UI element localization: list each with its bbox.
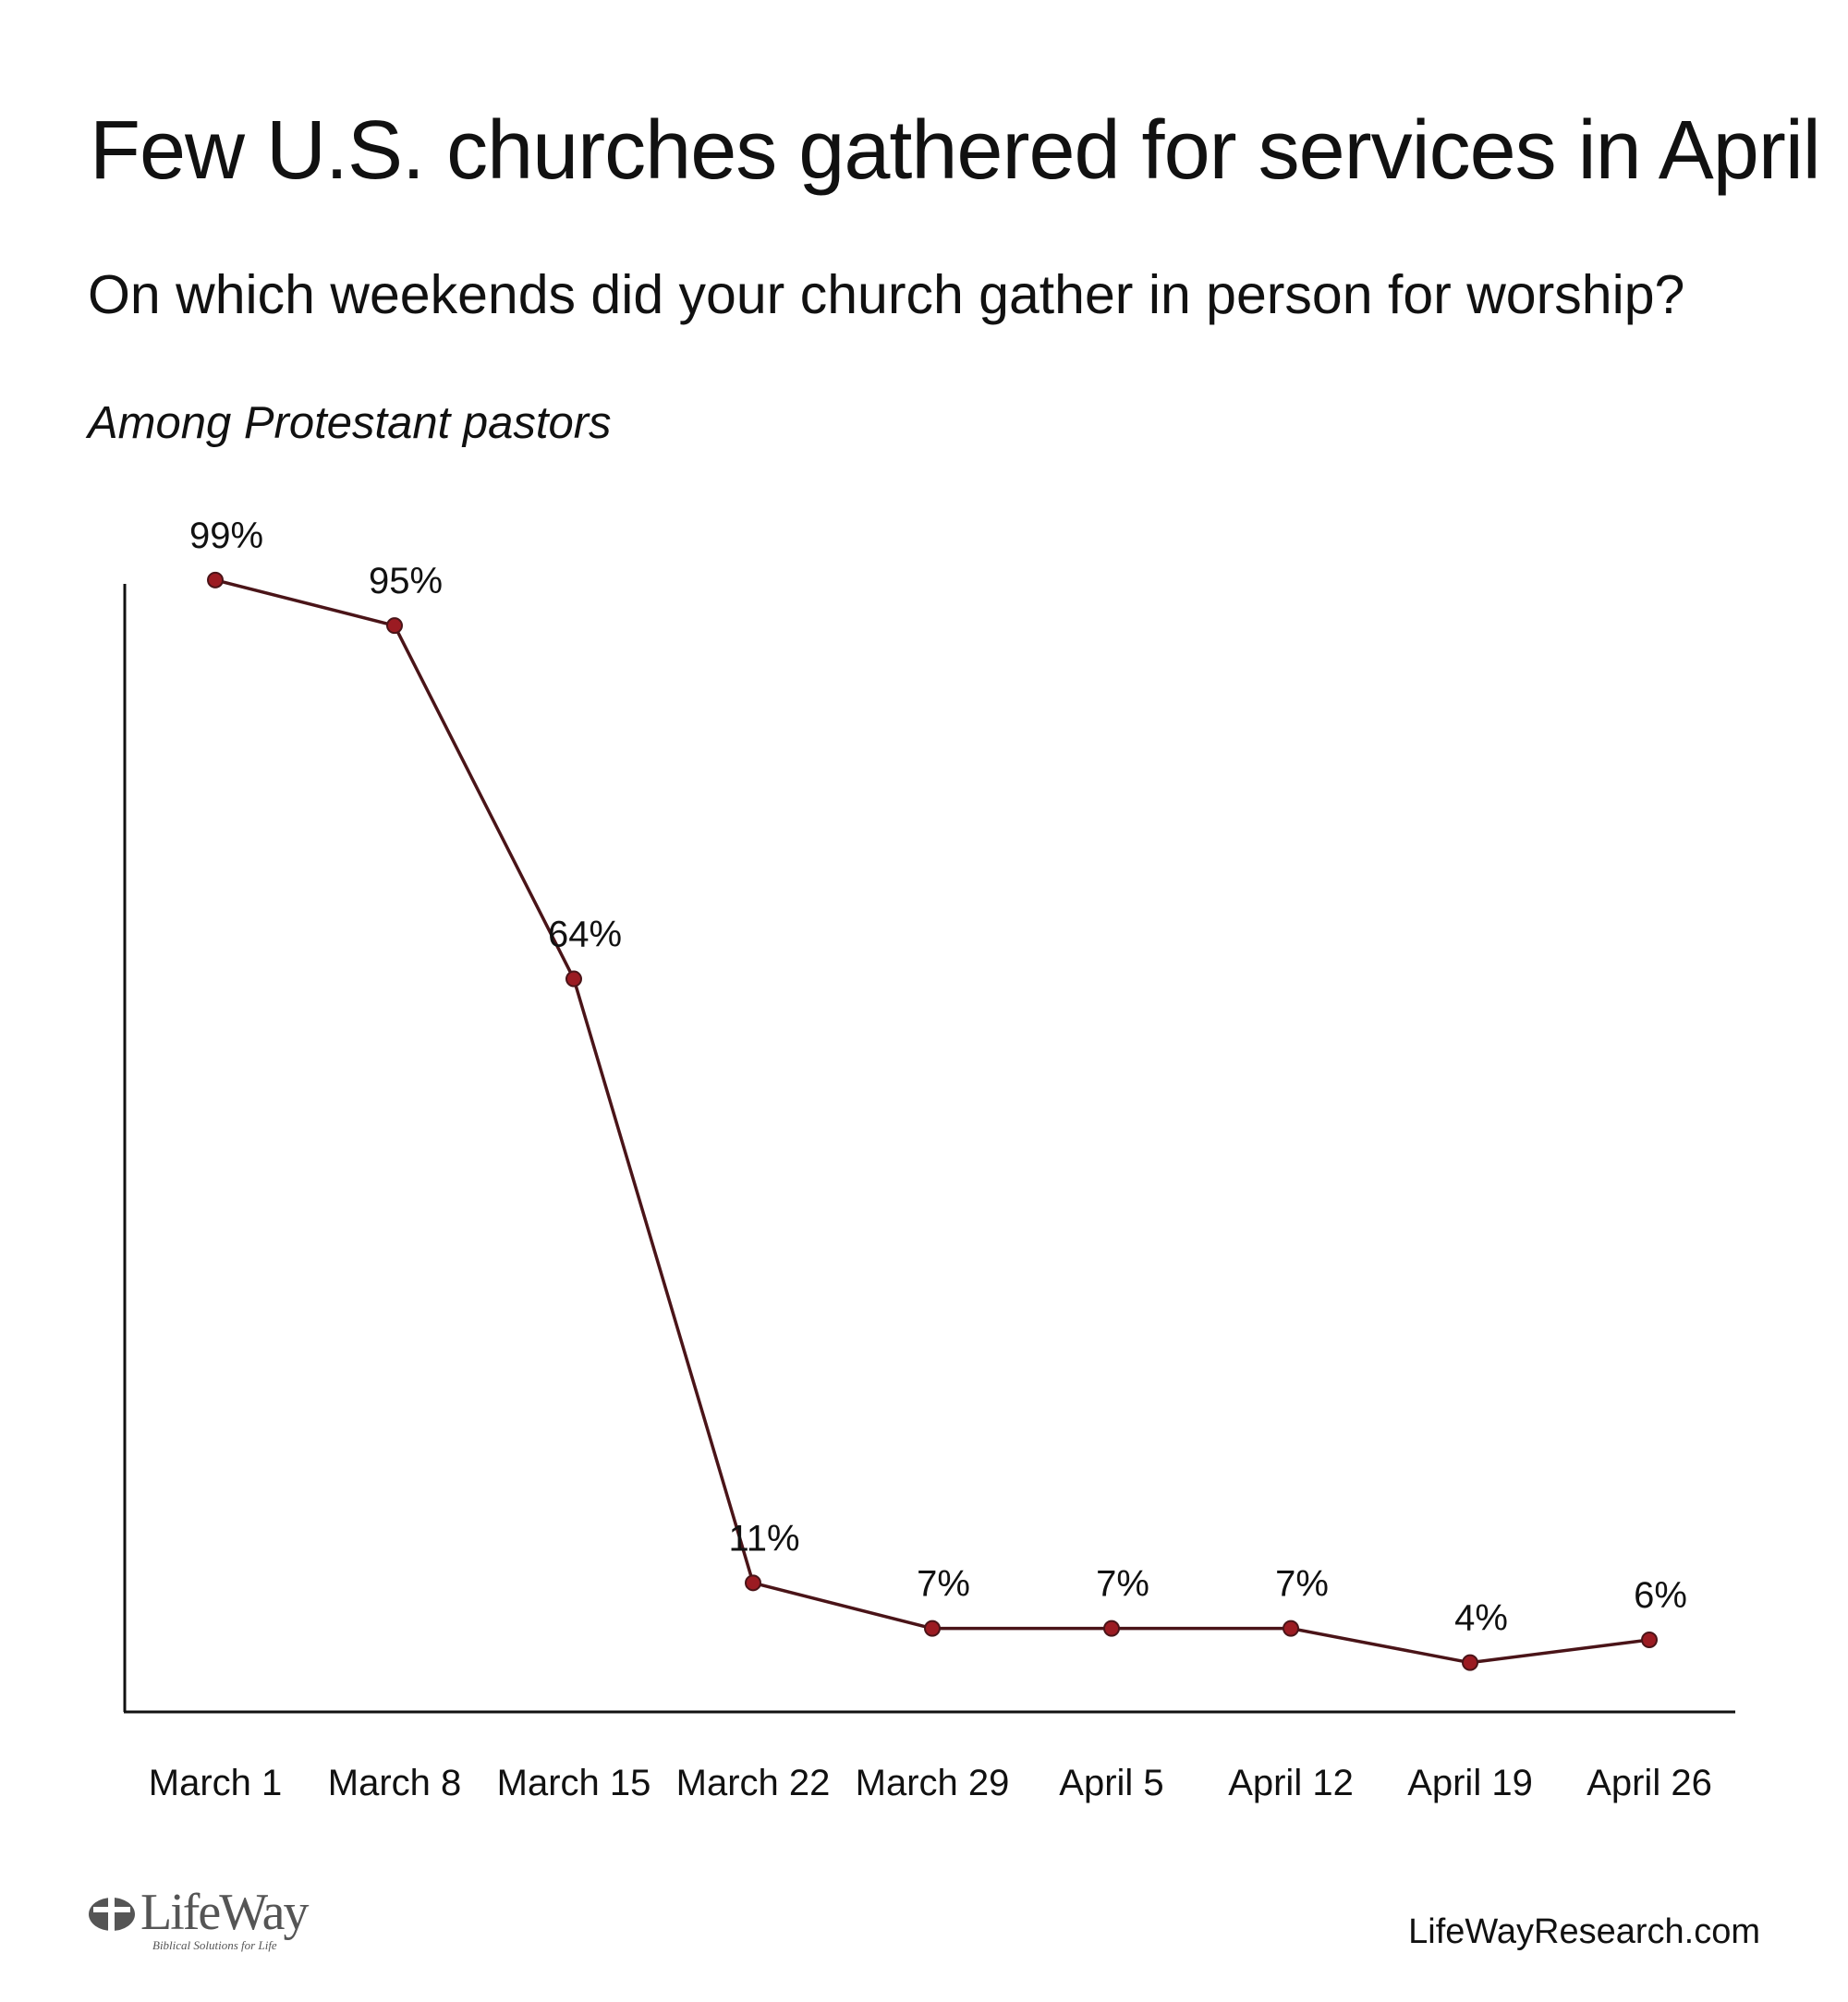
- logo-tagline: Biblical Solutions for Life: [152, 1938, 277, 1952]
- data-point: [1462, 1654, 1478, 1671]
- chart-subtitle: On which weekends did your church gather…: [88, 264, 1685, 325]
- x-tick-label: March 15: [497, 1763, 651, 1803]
- x-tick-label: March 22: [676, 1763, 831, 1803]
- data-point: [1641, 1631, 1658, 1648]
- population-note: Among Protestant pastors: [88, 398, 612, 448]
- line-chart: 99%95%64%11%7% 7% 7%4%6% March 1 March 8 Mar…: [123, 516, 1735, 1803]
- data-label: 64%: [548, 915, 622, 955]
- data-label: 95%: [369, 561, 443, 601]
- data-point: [924, 1620, 941, 1637]
- data-label: 99%: [189, 516, 263, 556]
- data-point: [386, 617, 403, 635]
- lifeway-logo: LifeWay Biblical Solutions for Life: [88, 1885, 310, 1954]
- data-point: [745, 1574, 761, 1592]
- data-labels: 99% 95% 64% 11% 7% 7% 7% 4% 6%: [189, 516, 1687, 1639]
- data-label: 11%: [728, 1518, 799, 1559]
- lifeway-cross-logo-icon: [89, 1894, 135, 1931]
- data-label: 7%: [1275, 1564, 1329, 1605]
- data-label: 6%: [1634, 1575, 1687, 1616]
- data-point: [207, 571, 224, 588]
- data-point: [1103, 1620, 1120, 1637]
- source-website: LifeWayResearch.com: [1408, 1912, 1760, 1951]
- data-point: [565, 970, 582, 988]
- data-label: 4%: [1454, 1598, 1508, 1639]
- x-tick-label: April 19: [1407, 1763, 1533, 1803]
- x-axis-tick-labels: March 1 March 8 March 15 March 22 March 29 Ap…: [149, 1763, 1712, 1803]
- chart-title: Few U.S. churches gathered for services …: [90, 104, 1821, 197]
- x-tick-label: March 1: [149, 1763, 283, 1803]
- logo-wordmark: LifeWay: [140, 1884, 309, 1941]
- x-tick-label: April 26: [1587, 1763, 1712, 1803]
- x-tick-label: April 5: [1059, 1763, 1163, 1803]
- x-tick-label: March 29: [856, 1763, 1010, 1803]
- data-point: [1283, 1620, 1299, 1637]
- chart-axes: [123, 584, 1735, 1714]
- data-label: 7%: [917, 1564, 970, 1605]
- series-polyline: [214, 578, 1650, 1665]
- x-tick-label: April 12: [1228, 1763, 1354, 1803]
- x-tick-label: March 8: [328, 1763, 462, 1803]
- data-label: 7%: [1096, 1564, 1149, 1605]
- series-line: [214, 578, 1650, 1665]
- data-points: [207, 571, 1658, 1671]
